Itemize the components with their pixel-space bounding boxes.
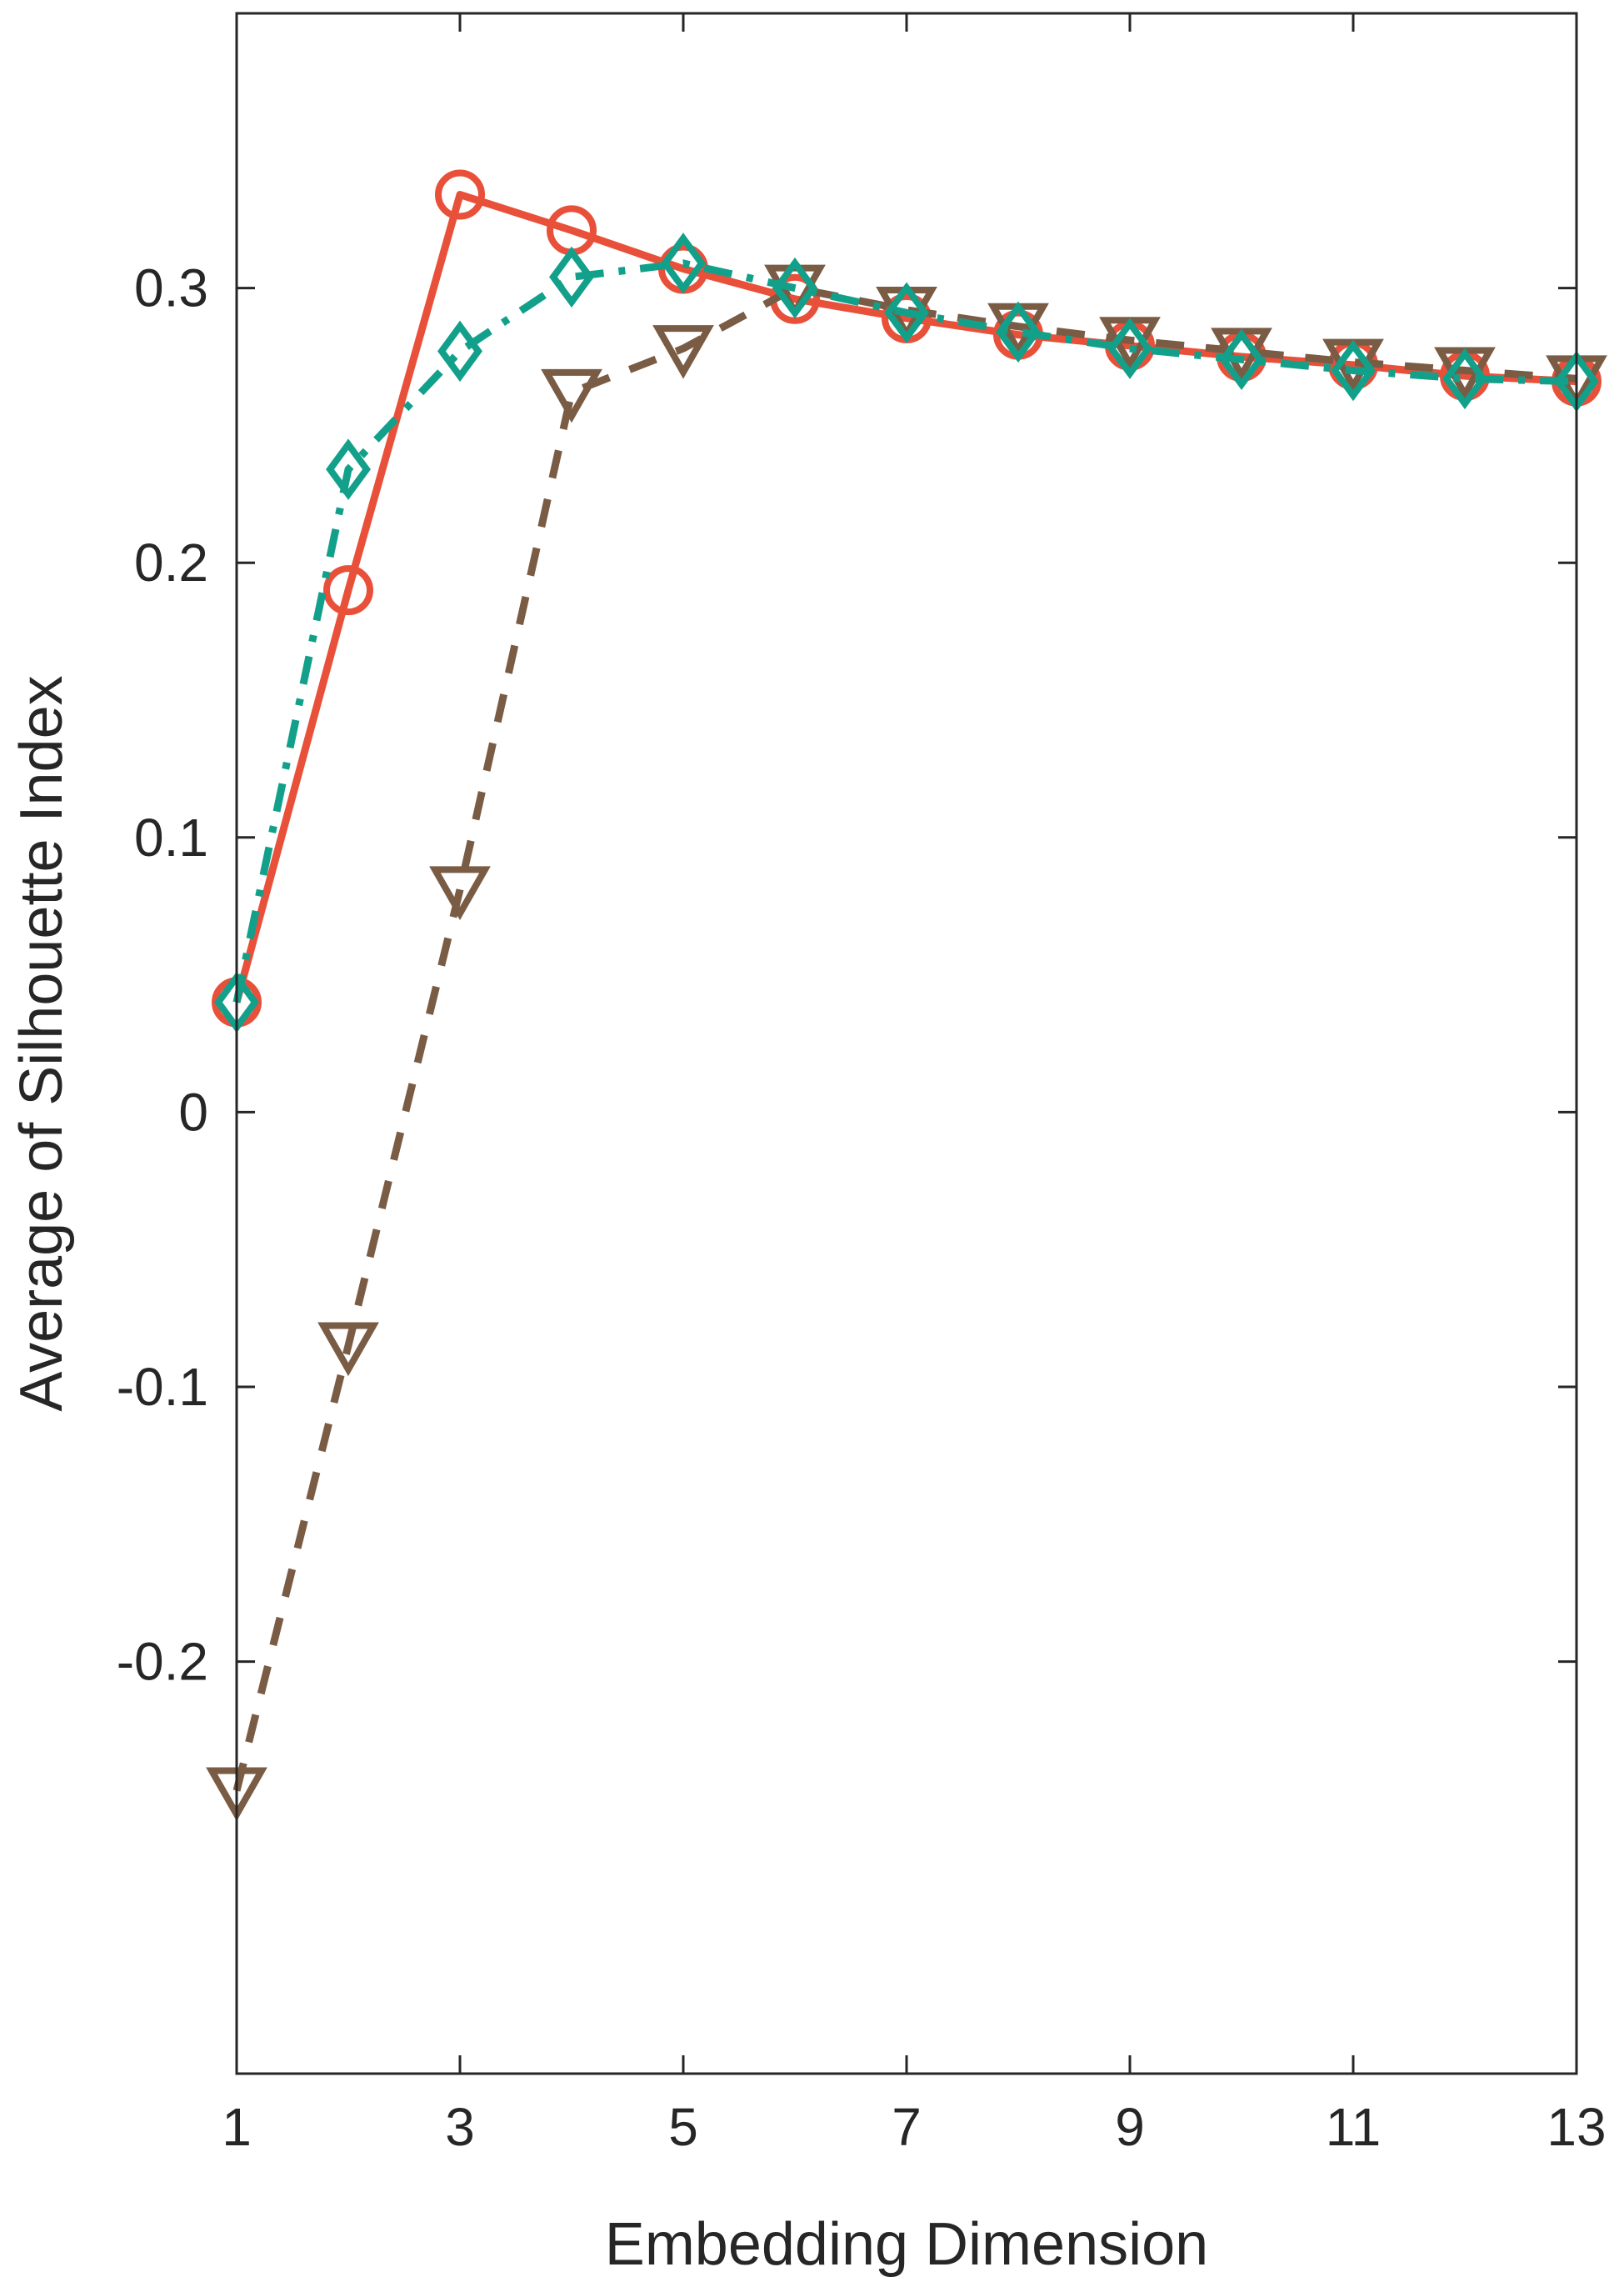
data-point-diamond — [772, 257, 817, 319]
data-point-triangle — [429, 866, 491, 920]
x-tick-label: 11 — [1326, 2097, 1381, 2157]
x-tick-label: 7 — [892, 2097, 922, 2157]
x-tick-label: 13 — [1547, 2097, 1606, 2157]
y-tick-label: -0.1 — [117, 1357, 208, 1417]
data-point-diamond — [437, 320, 482, 383]
data-point-diamond — [884, 282, 929, 344]
data-point-circle — [435, 169, 485, 220]
data-point-triangle — [652, 325, 714, 379]
data-point-diamond — [326, 438, 371, 500]
data-point-triangle — [541, 368, 602, 423]
x-tick-label: 1 — [222, 2097, 252, 2157]
data-point-circle — [323, 565, 373, 616]
axes-box — [235, 12, 1578, 2075]
x-tick-label: 3 — [445, 2097, 475, 2157]
data-point-diamond — [996, 301, 1041, 363]
tick-labels-layer: 1 3 5 7 9 11 13-0.2-0.100.10.20.3 — [117, 258, 1607, 2157]
series-line — [232, 284, 1577, 1792]
x-tick-label: 5 — [668, 2097, 698, 2157]
x-tick-label: 9 — [1115, 2097, 1145, 2157]
y-tick-label: 0.3 — [134, 258, 208, 318]
data-point-diamond — [1219, 328, 1264, 391]
data-point-diamond — [549, 246, 594, 308]
data-point-diamond — [661, 233, 706, 294]
y-tick-label: 0.2 — [134, 533, 208, 593]
series-line — [232, 259, 1577, 1003]
y-tick-label: -0.2 — [117, 1632, 208, 1692]
data-point-diamond — [1107, 318, 1152, 379]
series-layer — [206, 169, 1607, 1822]
data-point-diamond — [1331, 339, 1376, 402]
data-point-triangle — [317, 1322, 379, 1377]
y-tick-label: 0 — [178, 1082, 208, 1142]
y-tick-label: 0.1 — [134, 808, 208, 868]
y-axis-title: Average of Silhouette Index — [8, 675, 75, 1411]
series-line — [232, 191, 1577, 1003]
data-point-diamond — [1442, 348, 1487, 410]
x-axis-title: Embedding Dimension — [605, 2211, 1208, 2278]
plot-area — [237, 13, 1577, 2074]
